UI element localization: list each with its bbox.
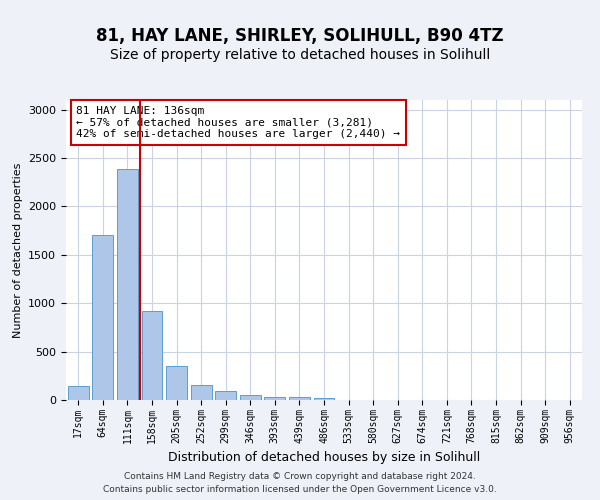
Text: Size of property relative to detached houses in Solihull: Size of property relative to detached ho… (110, 48, 490, 62)
Bar (289, 397, 310, 400)
Text: Contains public sector information licensed under the Open Government Licence v3: Contains public sector information licen… (103, 485, 497, 494)
Bar (265, 396, 286, 400)
Text: Contains HM Land Registry data © Crown copyright and database right 2024.: Contains HM Land Registry data © Crown c… (124, 472, 476, 481)
Text: 81, HAY LANE, SHIRLEY, SOLIHULL, B90 4TZ: 81, HAY LANE, SHIRLEY, SOLIHULL, B90 4TZ (96, 28, 504, 46)
Bar (166, 366, 187, 400)
Bar (215, 392, 236, 400)
Text: 81 HAY LANE: 136sqm
← 57% of detached houses are smaller (3,281)
42% of semi-det: 81 HAY LANE: 136sqm ← 57% of detached ho… (76, 106, 400, 139)
Y-axis label: Number of detached properties: Number of detached properties (13, 162, 23, 338)
Bar (142, 311, 163, 400)
X-axis label: Distribution of detached houses by size in Solihull: Distribution of detached houses by size … (168, 451, 480, 464)
Bar (117, 168, 138, 400)
Bar (68, 386, 89, 400)
Bar (314, 398, 334, 400)
Bar (240, 394, 261, 400)
Bar (92, 236, 113, 400)
Bar (191, 384, 212, 400)
